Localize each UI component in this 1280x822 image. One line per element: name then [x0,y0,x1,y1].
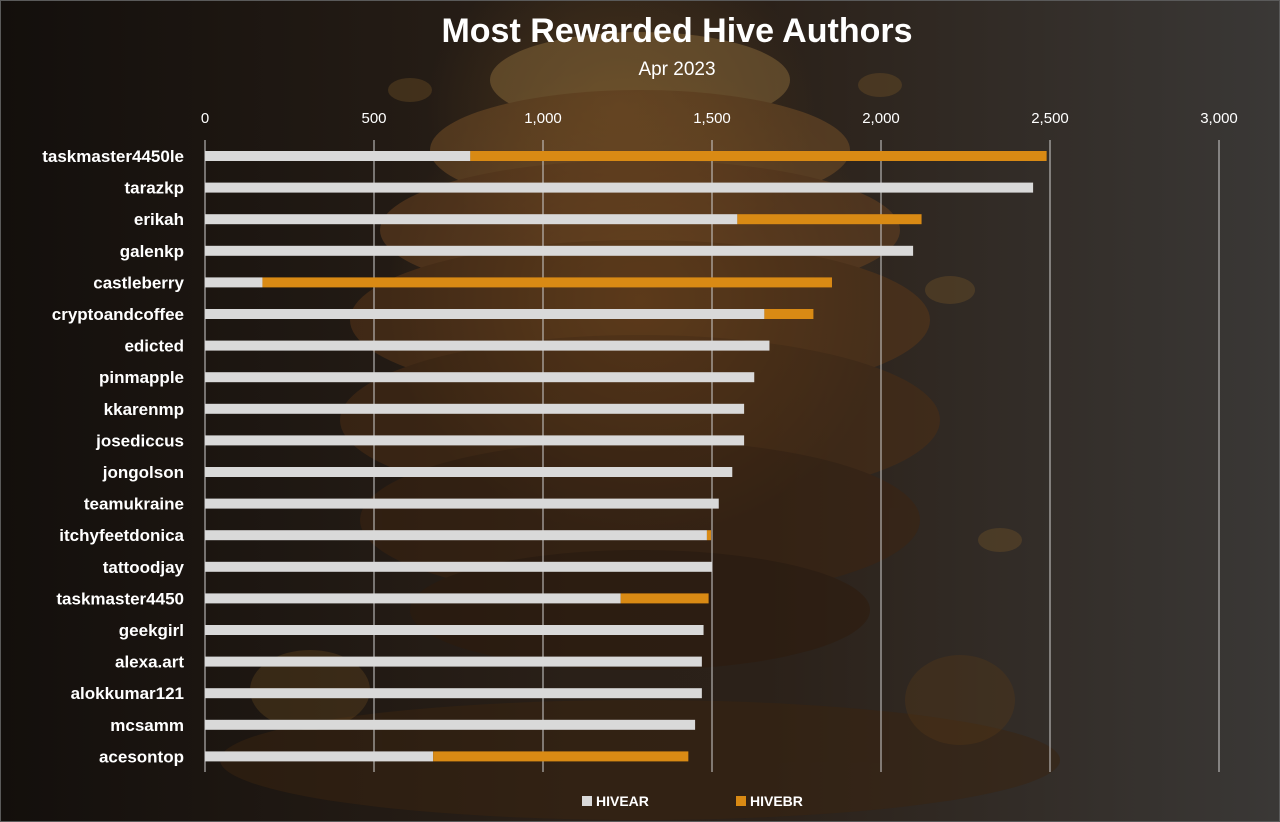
chart-title: Most Rewarded Hive Authors [441,12,912,50]
bar-hivear [205,403,745,414]
category-label: jongolson [102,463,184,482]
category-label: alokkumar121 [71,684,184,703]
chart-subtitle: Apr 2023 [638,59,715,80]
category-label: taskmaster4450 [56,589,184,608]
x-tick-label: 1,000 [524,110,562,127]
bar-hivear [205,656,702,667]
category-label: castleberry [93,273,184,292]
legend-swatch-hivebr [736,796,746,806]
bar-hivear [205,151,471,161]
bar-hivear [205,625,704,635]
bar-hivebr [737,214,922,225]
bar-hivear [205,498,719,509]
legend-label-hivebr: HIVEBR [750,793,803,809]
bar-hivear [205,688,702,699]
category-label: josediccus [95,431,184,450]
bar-hivear [205,561,712,572]
bar-hivebr [262,277,832,288]
category-label: taskmaster4450le [42,147,184,166]
category-label: itchyfeetdonica [59,526,184,545]
x-tick-label: 3,000 [1200,110,1238,127]
category-label: alexa.art [115,653,184,672]
category-label: galenkp [120,242,184,261]
bar-hivear [205,751,434,762]
category-label: tattoodjay [103,558,185,577]
category-label: kkarenmp [104,400,184,419]
bar-hivear [205,309,765,319]
bar-hivear [205,467,733,477]
bar-hivear [205,245,914,256]
category-label: pinmapple [99,368,184,387]
bar-hivear [205,719,696,730]
bar-hivebr [620,593,709,604]
category-label: erikah [134,210,184,229]
legend-swatch-hivear [582,796,592,806]
category-label: mcsamm [110,716,184,735]
category-label: acesontop [99,747,184,766]
bar-hivear [205,372,755,383]
x-tick-label: 1,500 [693,110,731,127]
x-tick-label: 2,500 [1031,110,1069,127]
bar-hivear [205,435,745,446]
bar-hivebr [764,309,814,319]
bar-hivebr [706,530,711,541]
bar-hivear [205,277,263,288]
category-label: geekgirl [119,621,184,640]
bar-hivear [205,182,1034,193]
category-label: tarazkp [124,179,184,198]
bar-hivebr [433,751,689,762]
bar-hivebr [470,151,1047,161]
category-label: cryptoandcoffee [52,305,184,324]
x-tick-label: 2,000 [862,110,900,127]
bar-hivear [205,340,770,351]
bar-hivear [205,530,707,541]
x-tick-label: 0 [201,110,209,127]
x-tick-label: 500 [361,110,386,127]
bar-hivear [205,593,621,604]
category-label: edicted [124,337,184,356]
bar-hivear [205,214,738,225]
category-label: teamukraine [84,495,184,514]
legend-label-hivear: HIVEAR [596,793,649,809]
